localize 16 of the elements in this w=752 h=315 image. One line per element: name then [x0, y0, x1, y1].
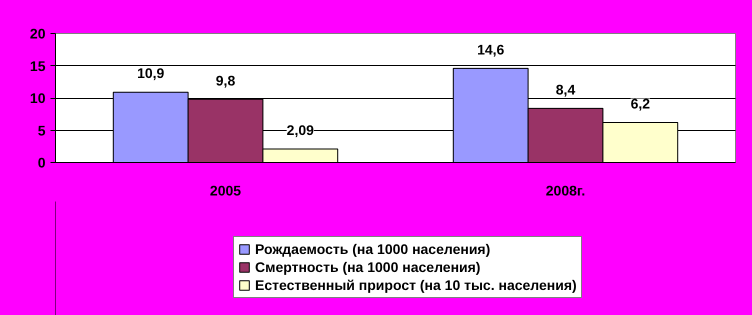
data-label: 6,2: [630, 96, 650, 112]
data-label: 9,8: [216, 72, 236, 88]
y-tick-label: 15: [30, 58, 46, 74]
x-tick-label: 2005: [210, 182, 242, 198]
legend-label: Смертность (на 1000 населения): [255, 259, 480, 275]
data-label: 2,09: [286, 122, 314, 138]
data-label: 8,4: [556, 81, 576, 98]
y-tick-label: 20: [30, 26, 46, 42]
y-tick-label: 5: [38, 122, 46, 138]
legend-label: Естественный прирост (на 10 тыс. населения): [255, 277, 577, 293]
data-label: 10,9: [137, 65, 165, 82]
y-tick-label: 0: [38, 154, 46, 170]
y-tick-label: 10: [30, 90, 46, 106]
legend-label: Рождаемость (на 1000 населения): [255, 241, 490, 257]
data-label: 14,6: [477, 41, 505, 58]
x-tick-label: 2008г.: [546, 182, 586, 198]
